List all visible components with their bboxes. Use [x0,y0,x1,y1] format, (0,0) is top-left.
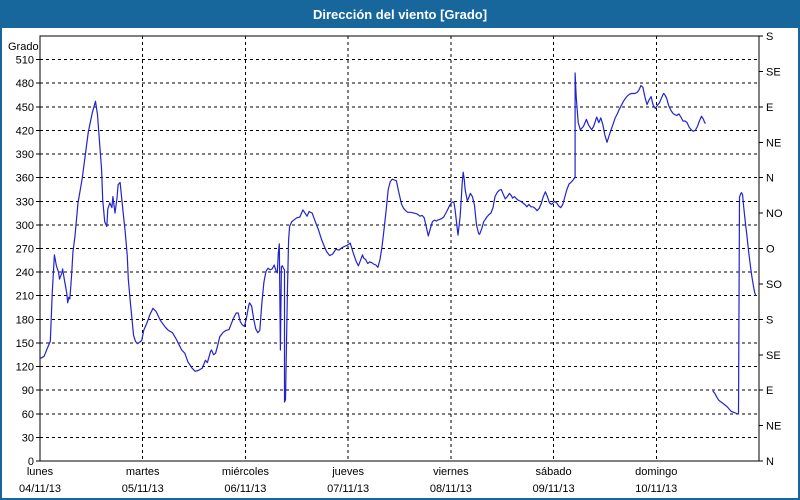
day-date-label: 10/11/13 [635,483,677,495]
y-axis-tick-label: 60 [22,409,34,421]
y-axis-tick-label: 30 [22,432,34,444]
y-axis-title: Grado [8,41,39,53]
day-name-label: martes [126,466,160,478]
y-axis-tick-label: 450 [16,102,34,114]
day-name-label: sábado [536,466,572,478]
wind-direction-line [39,72,706,403]
y-axis-tick-label: 420 [16,125,34,137]
compass-axis-label: SE [766,66,781,78]
y-axis-tick-label: 510 [16,55,34,67]
day-date-label: 04/11/13 [19,483,61,495]
compass-axis-label: E [766,102,773,114]
y-axis-tick-label: 120 [16,362,34,374]
y-axis-tick-label: 360 [16,173,34,185]
y-axis-tick-label: 210 [16,291,34,303]
compass-axis-label: SO [766,279,782,291]
y-axis-tick-label: 330 [16,196,34,208]
y-axis-tick-label: 150 [16,338,34,350]
day-date-label: 07/11/13 [327,483,369,495]
day-date-label: 05/11/13 [122,483,164,495]
wind-direction-line [712,192,757,415]
y-axis-tick-label: 270 [16,244,34,256]
day-name-label: lunes [27,466,54,478]
compass-axis-label: NE [766,137,781,149]
day-name-label: domingo [635,466,677,478]
compass-axis-label: E [766,385,773,397]
y-axis-tick-label: 180 [16,314,34,326]
y-axis-tick-label: 0 [28,456,34,468]
day-name-label: viernes [433,466,469,478]
day-name-label: jueves [331,466,364,478]
compass-axis-label: S [766,31,773,43]
chart-title: Dirección del viento [Grado] [312,7,488,22]
y-axis-tick-label: 480 [16,78,34,90]
day-date-label: 06/11/13 [224,483,266,495]
day-date-label: 08/11/13 [430,483,472,495]
compass-axis-label: NO [766,208,783,220]
compass-axis-label: SE [766,350,781,362]
y-axis-tick-label: 390 [16,149,34,161]
compass-axis-label: N [766,173,774,185]
day-date-label: 09/11/13 [533,483,575,495]
y-axis-tick-label: 90 [22,385,34,397]
y-axis-tick-label: 300 [16,220,34,232]
chart-title-bar: Dirección del viento [Grado] [2,2,798,28]
compass-axis-label: O [766,244,775,256]
compass-axis-label: S [766,314,773,326]
compass-axis-label: NE [766,421,781,433]
y-axis-tick-label: 240 [16,267,34,279]
day-name-label: miércoles [222,466,270,478]
compass-axis-label: N [766,456,774,468]
plot-frame [39,35,760,462]
